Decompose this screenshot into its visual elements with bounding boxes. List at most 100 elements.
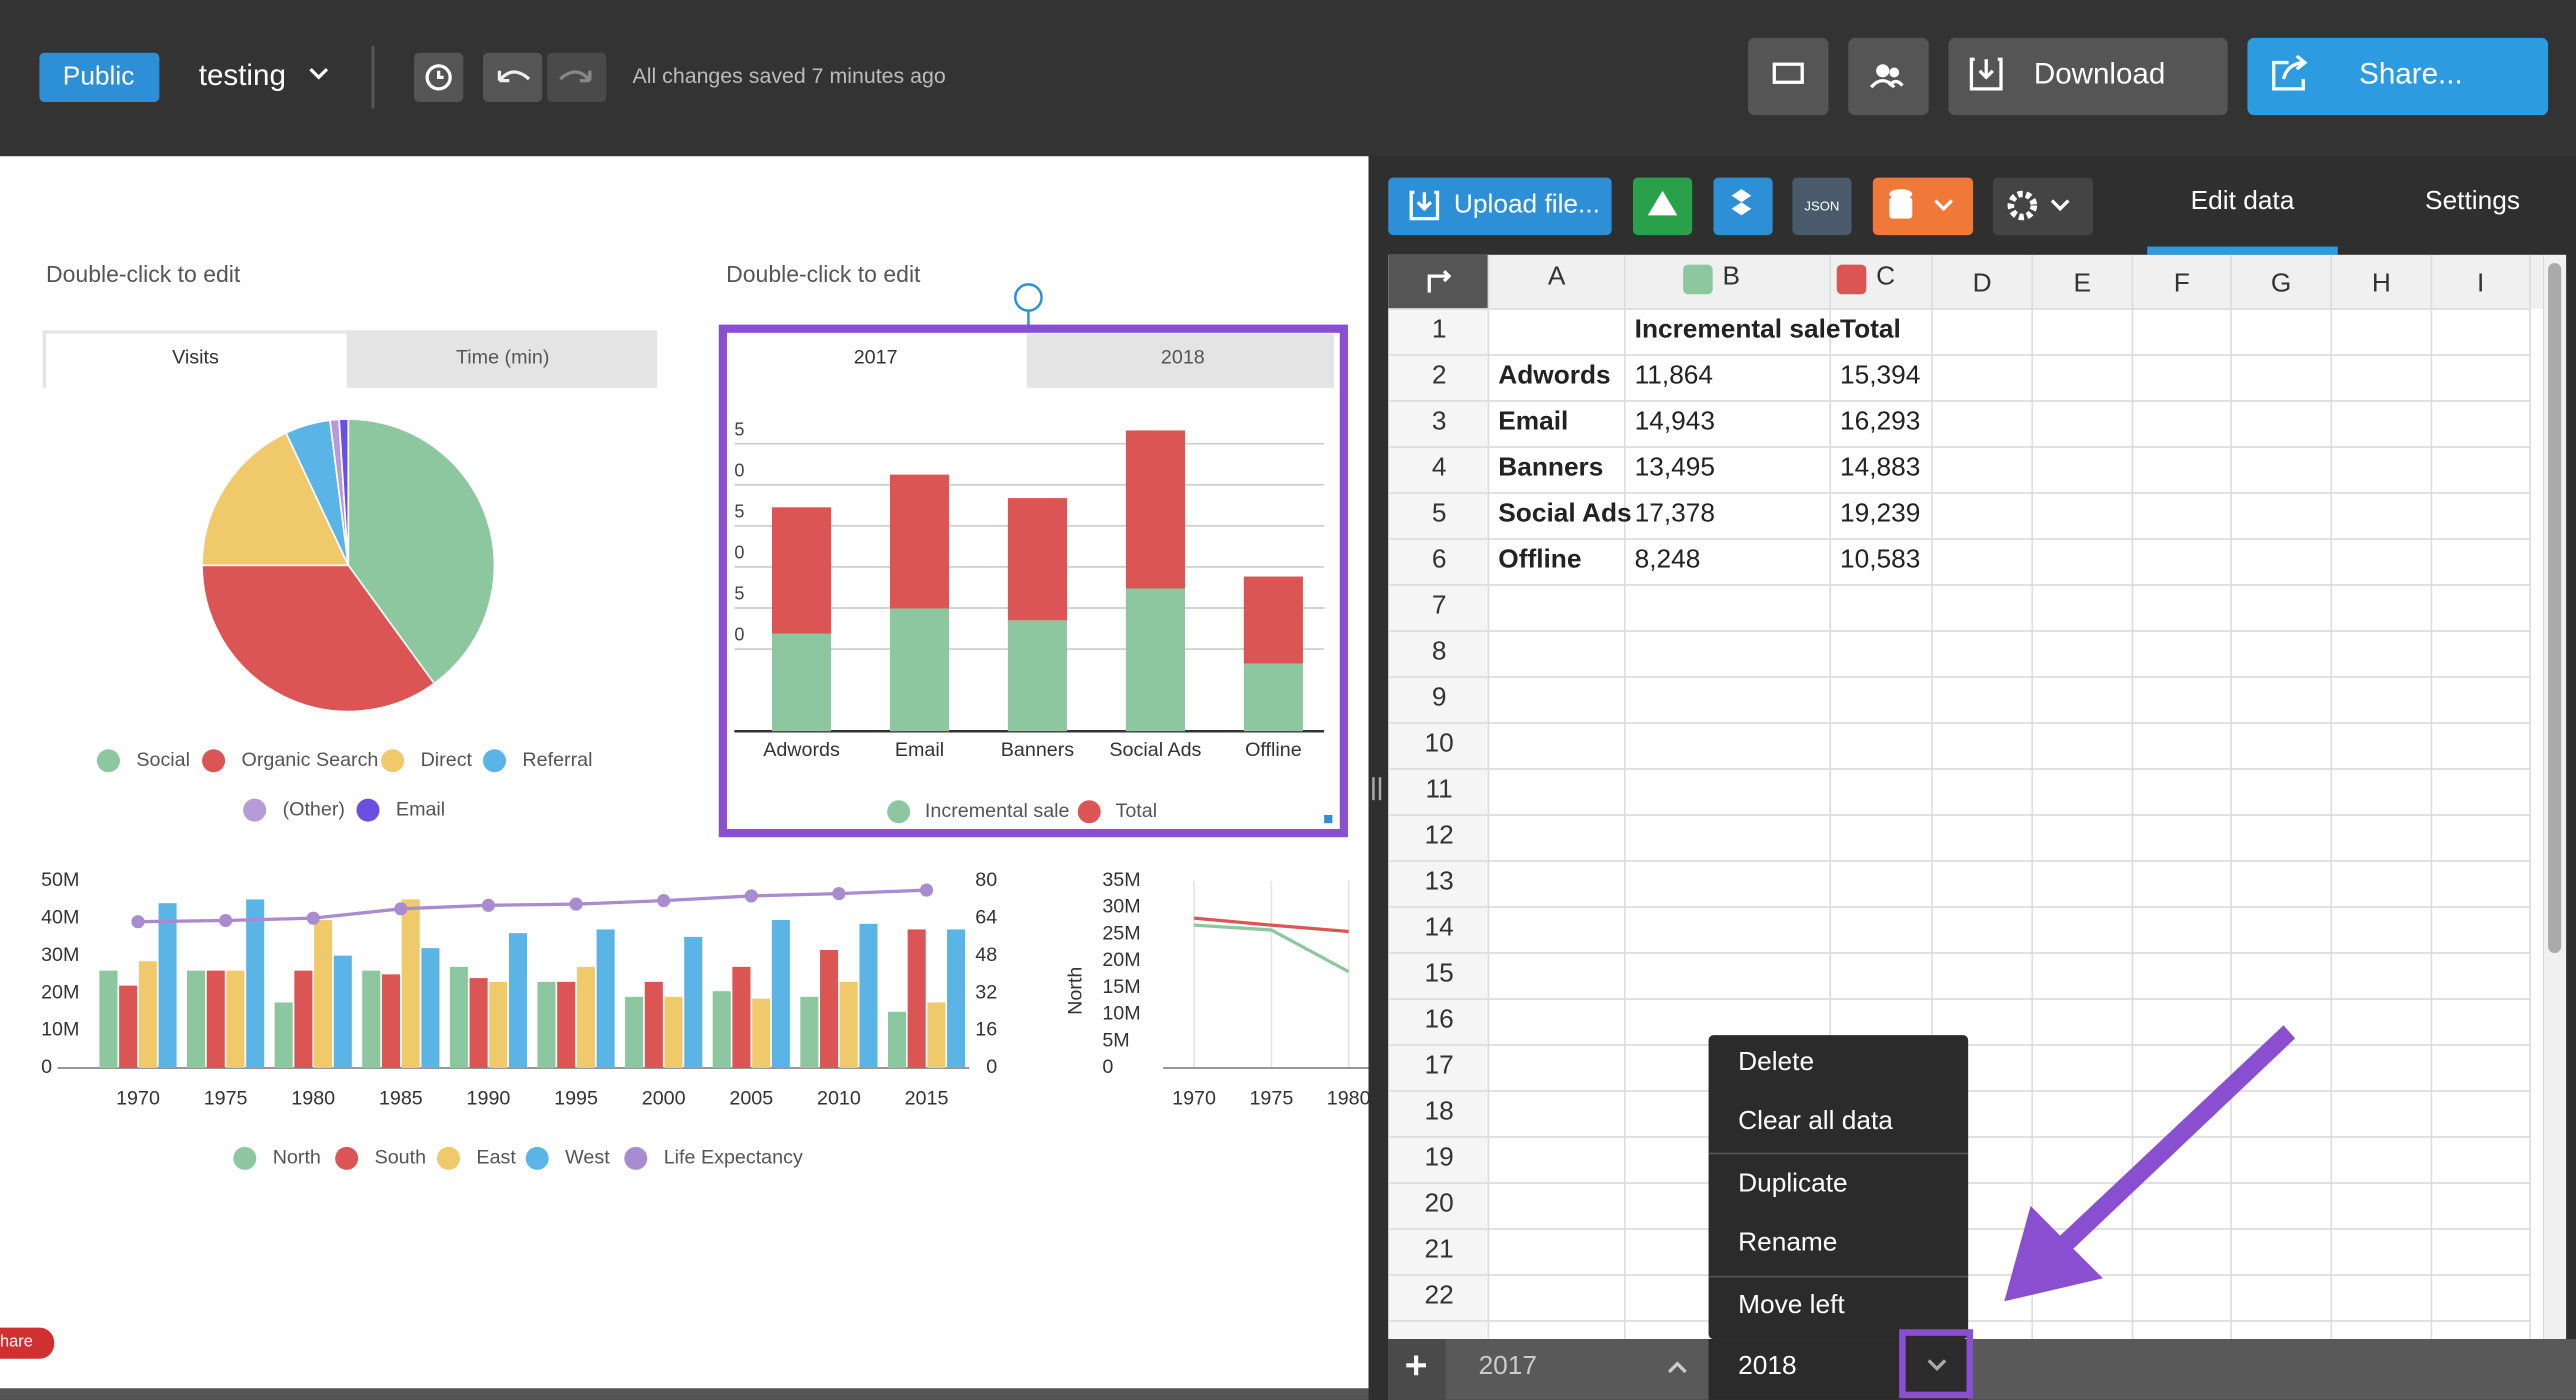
legend-dot [356,798,380,822]
sheet-menu-toggle[interactable] [1899,1329,1974,1399]
bar-segment [771,507,832,634]
row-header: 21 [1425,1233,1454,1263]
collaborate-button[interactable] [1848,37,1929,116]
legend-label: (Other) [283,798,345,820]
x-tick-label: 1970 [116,1087,160,1109]
editor-tab[interactable]: Edit data [2191,185,2295,215]
bar-segment [889,474,950,609]
y-tick-label: 25M [1102,922,1140,944]
bar [712,991,731,1068]
sheet-tab[interactable]: 2017 [1479,1350,1537,1380]
cell[interactable]: 10,583 [1840,543,1920,573]
gear-icon [2007,190,2038,221]
y-tick-label: 5 [734,419,744,439]
chart-tab-active[interactable] [734,333,1027,388]
collab-icon [1876,64,1890,78]
redo-button[interactable] [547,52,607,102]
bar-segment [1125,430,1185,589]
bar [947,929,966,1068]
cell[interactable]: Incremental sale [1635,313,1841,343]
json-button[interactable] [1792,177,1852,236]
row-header: 12 [1425,819,1454,849]
present-button[interactable] [1748,37,1829,116]
share-label: Share... [2359,58,2463,91]
row-header: 13 [1425,865,1454,895]
column-header: B [1723,261,1741,291]
row-header-column [1388,309,1489,1340]
cell[interactable]: Social Ads [1498,497,1631,527]
menu-item[interactable]: Rename [1738,1227,1837,1257]
chart-tab[interactable]: Time (min) [456,346,549,368]
column-header: F [2174,267,2190,297]
line-point [657,894,671,908]
bar-segment [1007,620,1068,732]
cell[interactable]: 8,248 [1635,543,1701,573]
menu-item[interactable]: Clear all data [1738,1105,1893,1135]
menu-item[interactable]: Move left [1738,1289,1845,1319]
rotate-handle[interactable] [1014,283,1043,312]
menu-item[interactable]: Duplicate [1738,1168,1848,1198]
chart-tab[interactable]: Visits [172,346,219,368]
public-button[interactable] [39,52,160,102]
pie-slice [201,431,350,567]
json-label: JSON [1804,199,1839,214]
y-tick-label: 5 [734,584,744,604]
line-chart-clip: 0 5M 10M 15M 20M 25M 30M 35M 1970 1975 1980 [1102,869,1369,1109]
cell[interactable]: Offline [1498,543,1581,573]
editor-tab[interactable]: Settings [2425,185,2520,215]
column-header-row [1388,254,2544,309]
bar [927,1002,946,1068]
x-tick-label: 2005 [729,1087,773,1109]
menu-item[interactable]: Delete [1738,1046,1814,1076]
x-tick-label: 2010 [817,1087,861,1109]
legend-label: Social [136,749,190,771]
cell[interactable]: 14,943 [1635,405,1715,435]
undo-button[interactable] [483,52,543,102]
cell[interactable]: 13,495 [1635,451,1715,481]
y-tick-label: 0 [734,543,744,563]
bar [362,970,381,1068]
sheet-menu-chevron [1927,1359,1947,1371]
scrollbar-thumb [2548,263,2562,953]
bar [644,981,663,1068]
y2-tick-label: 16 [975,1019,997,1041]
cell[interactable]: 19,239 [1840,497,1920,527]
x-tick-label: Offline [1245,739,1302,761]
download-button[interactable] [1948,37,2228,116]
legend-label: North [273,1147,321,1169]
upload-button[interactable] [1388,177,1612,236]
legend-dot [243,798,267,822]
chart-tab[interactable]: 2017 [854,346,898,368]
annotation-arrow [2004,1025,2296,1302]
y2-tick-label: 48 [975,944,997,966]
legend-dot [525,1146,549,1170]
share-badge [0,1327,55,1359]
cell[interactable]: 15,394 [1840,359,1920,389]
present-icon [1772,62,1804,84]
cell[interactable]: 11,864 [1635,359,1713,389]
cell[interactable]: Email [1498,405,1568,435]
y-tick-label: 0 [734,625,744,645]
dropbox-icon [1731,189,1752,216]
cell[interactable]: 16,293 [1840,405,1920,435]
database-button[interactable] [1872,177,1974,236]
cell[interactable]: Total [1840,313,1901,343]
chart-tab[interactable]: 2018 [1161,346,1205,368]
legend-dot [887,800,911,824]
y-tick-label: 35M [1102,869,1140,891]
cell[interactable]: Banners [1498,451,1603,481]
cell[interactable]: 17,378 [1635,497,1715,527]
drive-icon [1647,190,1678,216]
chart-tab-active[interactable] [46,333,347,388]
bar [421,948,440,1068]
sheet-tab[interactable]: 2018 [1738,1350,1796,1380]
database-chevron [1934,199,1953,212]
share-button[interactable] [2247,37,2549,116]
column-header: D [1973,267,1992,297]
chart-hint: Double-click to edit [46,261,241,287]
x-tick-label: 2015 [905,1087,949,1109]
legend-label: Incremental sale [925,800,1070,822]
cell[interactable]: 14,883 [1840,451,1920,481]
cell[interactable]: Adwords [1498,359,1610,389]
